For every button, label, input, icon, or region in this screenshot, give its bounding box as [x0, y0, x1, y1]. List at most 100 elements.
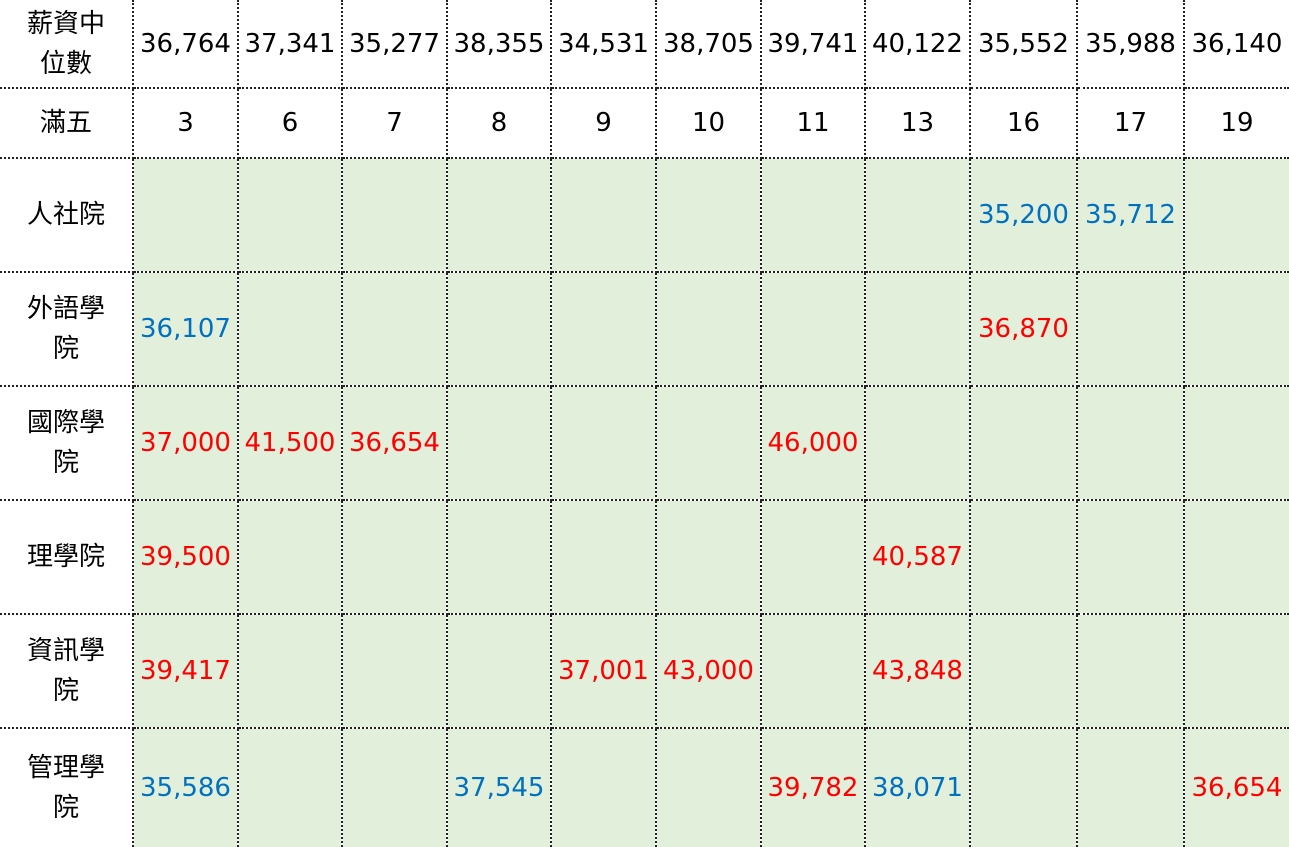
salary-cell: 46,000 [760, 385, 866, 501]
salary-cell: 38,071 [864, 727, 971, 847]
salary-cell [1076, 727, 1185, 847]
salary-cell [969, 613, 1078, 729]
salary-cell: 36,654 [341, 385, 448, 501]
salary-cell [341, 727, 448, 847]
header-cell: 40,122 [864, 0, 971, 89]
salary-cell: 35,586 [132, 727, 239, 847]
header-cell: 16 [969, 87, 1078, 159]
salary-cell [969, 727, 1078, 847]
college-label-text: 外語學院 [26, 294, 105, 364]
header-cell: 37,341 [237, 0, 343, 89]
salary-cell [655, 157, 762, 273]
salary-cell: 39,782 [760, 727, 866, 847]
college-row: 國際學院 37,000 41,500 36,654 46,000 [0, 385, 1289, 501]
salary-cell [550, 385, 657, 501]
college-label: 理學院 [0, 499, 134, 615]
salary-cell [969, 499, 1078, 615]
salary-cell [655, 385, 762, 501]
salary-cell: 35,712 [1076, 157, 1185, 273]
header-cell: 39,741 [760, 0, 866, 89]
salary-cell [864, 271, 971, 387]
salary-cell [864, 157, 971, 273]
salary-cell [550, 727, 657, 847]
college-label-text: 理學院 [26, 542, 105, 572]
salary-cell: 40,587 [864, 499, 971, 615]
header-cell: 19 [1183, 87, 1289, 159]
salary-cell [1076, 499, 1185, 615]
salary-cell: 43,000 [655, 613, 762, 729]
salary-cell [341, 613, 448, 729]
college-label: 管理學院 [0, 727, 134, 847]
salary-cell [655, 499, 762, 615]
college-label: 外語學院 [0, 271, 134, 387]
header-cell: 38,705 [655, 0, 762, 89]
college-row: 人社院 35,200 35,712 [0, 157, 1289, 273]
college-label: 人社院 [0, 157, 134, 273]
salary-cell: 43,848 [864, 613, 971, 729]
salary-cell [655, 271, 762, 387]
salary-cell: 36,654 [1183, 727, 1289, 847]
header-cell: 17 [1076, 87, 1185, 159]
salary-cell [1183, 157, 1289, 273]
college-row: 資訊學院 39,417 37,001 43,000 43,848 [0, 613, 1289, 729]
salary-cell [655, 727, 762, 847]
salary-cell [969, 385, 1078, 501]
salary-cell [341, 499, 448, 615]
college-row: 理學院 39,500 40,587 [0, 499, 1289, 615]
header-cell: 11 [760, 87, 866, 159]
header-cell: 8 [446, 87, 552, 159]
salary-cell: 35,200 [969, 157, 1078, 273]
salary-cell [1183, 271, 1289, 387]
salary-cell: 41,500 [237, 385, 343, 501]
college-label: 資訊學院 [0, 613, 134, 729]
college-label-text: 資訊學院 [26, 636, 105, 706]
salary-cell: 39,500 [132, 499, 239, 615]
salary-cell [550, 499, 657, 615]
header-cell: 6 [237, 87, 343, 159]
college-row: 管理學院 35,586 37,545 39,782 38,071 36,654 [0, 727, 1289, 847]
header-cell: 9 [550, 87, 657, 159]
salary-cell [237, 727, 343, 847]
header-cell: 3 [132, 87, 239, 159]
salary-cell: 37,000 [132, 385, 239, 501]
college-label-text: 國際學院 [26, 408, 105, 478]
salary-cell [1183, 499, 1289, 615]
salary-cell [864, 385, 971, 501]
salary-cell [760, 271, 866, 387]
header-row: 滿五 3 6 7 8 9 10 11 13 16 17 19 [0, 87, 1289, 159]
salary-cell: 37,545 [446, 727, 552, 847]
salary-cell [341, 157, 448, 273]
salary-cell [550, 271, 657, 387]
salary-cell [1076, 271, 1185, 387]
salary-cell: 37,001 [550, 613, 657, 729]
salary-cell [446, 271, 552, 387]
salary-cell [446, 385, 552, 501]
salary-cell [760, 499, 866, 615]
salary-cell [237, 499, 343, 615]
header-cell: 34,531 [550, 0, 657, 89]
college-label: 國際學院 [0, 385, 134, 501]
salary-cell [237, 613, 343, 729]
header-cell: 35,552 [969, 0, 1078, 89]
salary-cell [760, 157, 866, 273]
salary-cell [341, 271, 448, 387]
row-label-text: 滿五 [39, 108, 92, 138]
salary-cell: 39,417 [132, 613, 239, 729]
salary-cell [237, 271, 343, 387]
header-cell: 10 [655, 87, 762, 159]
salary-cell [550, 157, 657, 273]
header-row: 薪資中位數 36,764 37,341 35,277 38,355 34,531 38,70… [0, 0, 1289, 89]
salary-cell [446, 613, 552, 729]
salary-cell [1076, 385, 1185, 501]
salary-cell [1076, 613, 1185, 729]
salary-cell: 36,870 [969, 271, 1078, 387]
college-row: 外語學院 36,107 36,870 [0, 271, 1289, 387]
salary-cell [132, 157, 239, 273]
college-label-text: 管理學院 [26, 753, 105, 823]
header-cell: 36,764 [132, 0, 239, 89]
salary-cell [1183, 613, 1289, 729]
header-cell: 35,277 [341, 0, 448, 89]
row-label: 滿五 [0, 87, 134, 159]
salary-cell [446, 499, 552, 615]
